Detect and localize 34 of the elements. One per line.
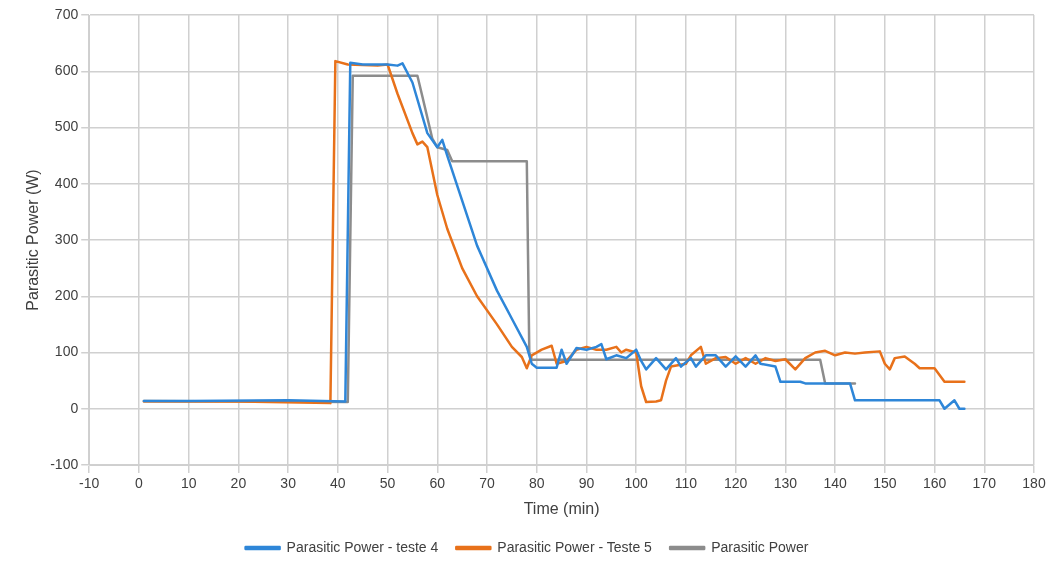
x-tick-label: 180 <box>1022 475 1046 492</box>
x-tick-label: 100 <box>624 475 649 492</box>
x-tick-label: 60 <box>429 475 446 492</box>
x-tick-label: 160 <box>922 475 947 492</box>
x-tick-label: 80 <box>528 475 545 492</box>
x-tick-label: 150 <box>873 475 897 492</box>
legend-label: Parasitic Power - Teste 5 <box>497 538 653 555</box>
x-tick-label: 40 <box>330 475 346 492</box>
y-axis-title: Parasitic Power (W) <box>24 169 42 311</box>
y-tick-label: 500 <box>54 118 79 135</box>
y-tick-label: 100 <box>54 343 79 360</box>
x-axis-title: Time (min) <box>523 499 600 517</box>
x-tick-label: 20 <box>230 475 247 492</box>
x-tick-label: 70 <box>479 475 496 492</box>
legend-label: Parasitic Power <box>711 538 809 555</box>
x-tick-label: 130 <box>773 475 798 492</box>
x-tick-label: 0 <box>135 475 144 492</box>
x-tick-label: 140 <box>823 475 847 492</box>
y-tick-label: -100 <box>50 455 79 472</box>
x-tick-label: 50 <box>379 475 396 492</box>
x-tick-label: 90 <box>578 475 595 492</box>
x-tick-label: 30 <box>280 475 297 492</box>
y-tick-label: 300 <box>54 230 79 247</box>
x-tick-label: 10 <box>180 475 197 492</box>
y-tick-label: 400 <box>54 174 79 191</box>
y-tick-label: 700 <box>54 5 79 22</box>
y-tick-label: 600 <box>54 62 79 79</box>
x-tick-label: 110 <box>674 475 698 492</box>
x-tick-label: 120 <box>723 475 748 492</box>
y-tick-label: 200 <box>54 287 79 304</box>
legend-label: Parasitic Power - teste 4 <box>286 538 439 555</box>
y-tick-label: 0 <box>70 399 79 416</box>
x-tick-label: -10 <box>79 475 100 492</box>
x-tick-label: 170 <box>972 475 997 492</box>
